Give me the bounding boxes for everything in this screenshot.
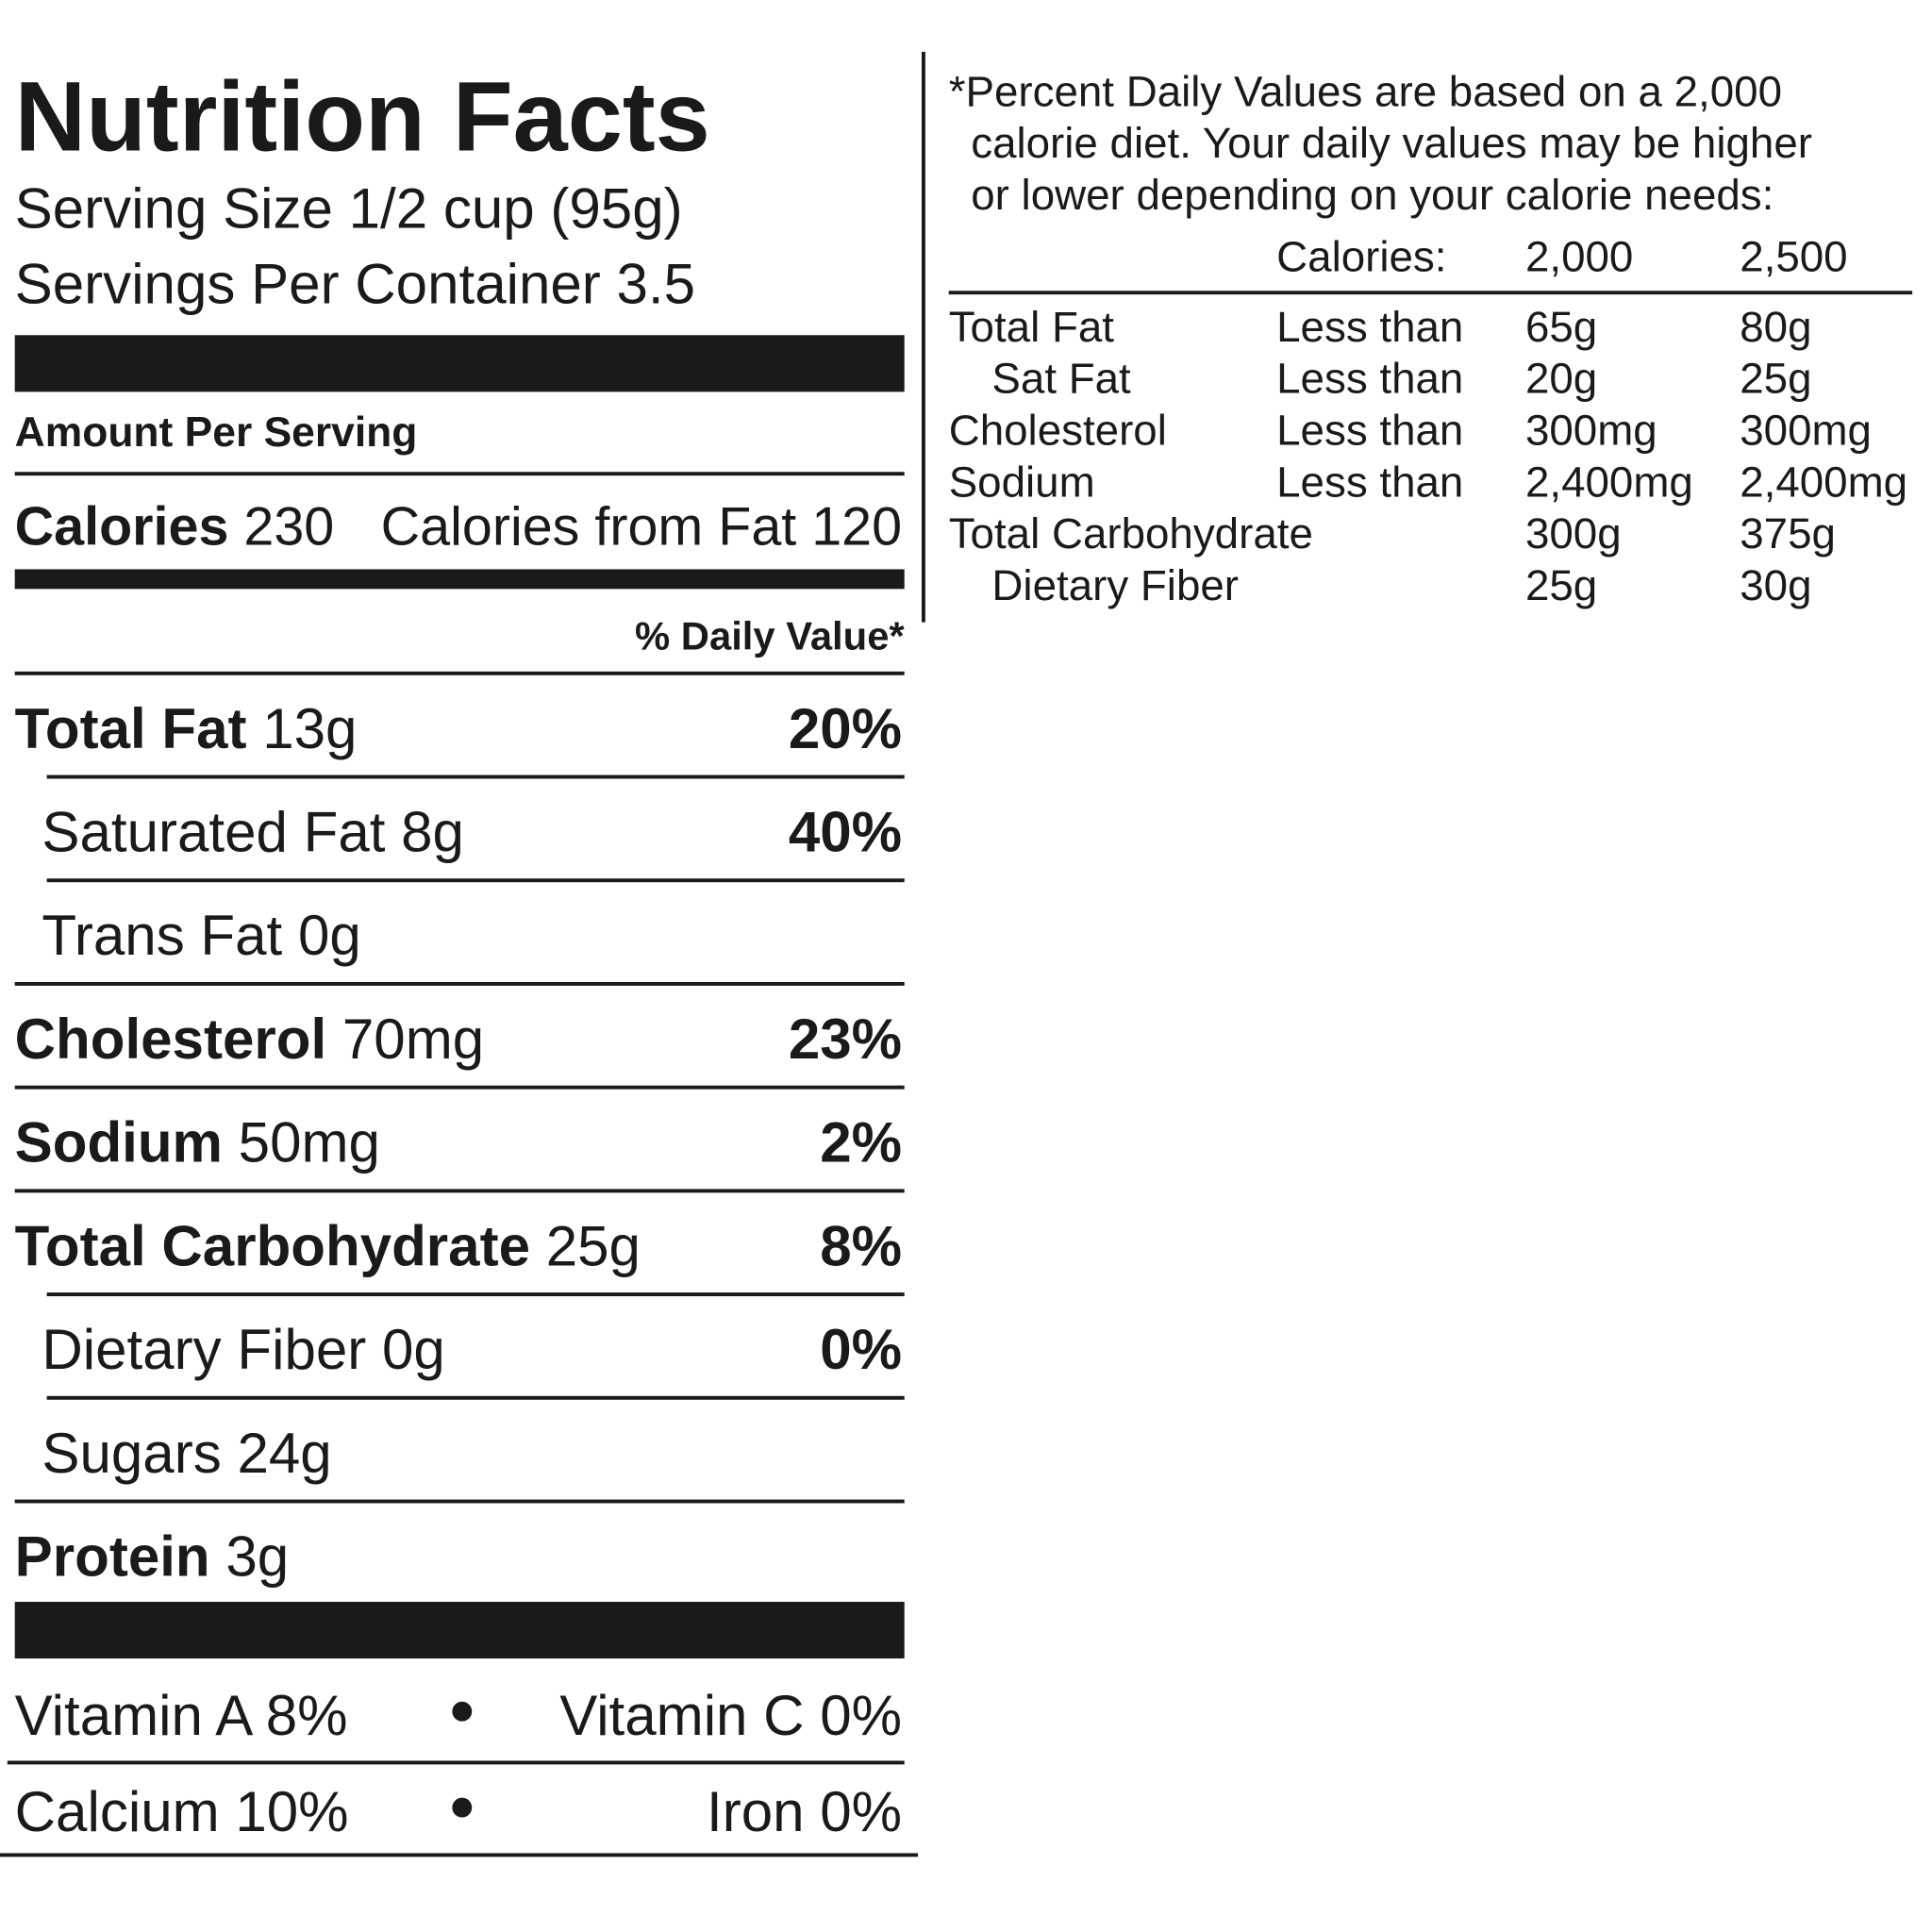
limit-2000: 25g	[1525, 561, 1597, 609]
footnote-text: *Percent Daily Values are based on a 2,0…	[949, 67, 1782, 115]
thick-bar	[14, 1601, 905, 1659]
rule	[14, 1499, 905, 1504]
vitamin: Vitamin C 0%	[559, 1684, 902, 1747]
divider	[921, 51, 925, 623]
title: Nutrition Facts	[15, 61, 710, 172]
medium-bar	[14, 569, 905, 590]
nutrient-amount: 25g	[546, 1214, 641, 1277]
nutrient-amount: 70mg	[342, 1008, 484, 1071]
daily-value: 0%	[820, 1318, 902, 1381]
footnote: *Percent Daily Values are based on a 2,0…	[949, 67, 1907, 609]
footnote-label: Total Carbohydrate	[949, 509, 1313, 558]
nutrient-amount: 50mg	[239, 1111, 380, 1174]
nutrient-label: Sugars	[42, 1422, 221, 1485]
limit-2500: 375g	[1740, 509, 1836, 558]
footnote-label: Sat Fat	[991, 355, 1131, 403]
nutrient-label: Sodium	[15, 1111, 223, 1174]
footnote-text: or lower depending on your calorie needs…	[971, 171, 1774, 219]
rule	[14, 671, 905, 675]
nutrient-amount: 0g	[382, 1318, 445, 1381]
footnote-label: Total Fat	[949, 303, 1115, 351]
nutrient: Trans Fat 0g	[42, 904, 360, 967]
rule	[948, 291, 1913, 295]
limit-2500: 300mg	[1740, 407, 1872, 455]
qualifier: Less than	[1276, 355, 1463, 403]
servings-per-container: Servings Per Container 3.5	[15, 252, 695, 315]
nutrient-amount: 0g	[298, 904, 361, 967]
column-header: 2,000	[1525, 232, 1633, 280]
rule	[14, 1085, 905, 1090]
thick-bar	[14, 335, 905, 392]
limit-2000: 65g	[1525, 303, 1597, 351]
limit-2500: 25g	[1740, 355, 1811, 403]
qualifier: Less than	[1276, 407, 1463, 455]
qualifier: Less than	[1276, 458, 1463, 506]
rule	[14, 1189, 905, 1193]
calories-value: 230	[243, 496, 334, 557]
limit-2000: 300mg	[1525, 407, 1657, 455]
serving-size: Serving Size 1/2 cup (95g)	[15, 177, 683, 241]
nutrient: Sodium 50mg	[15, 1111, 380, 1174]
nutrient: Total Fat 13g	[15, 697, 358, 760]
rule	[46, 774, 905, 779]
rule	[7, 1760, 905, 1765]
nutrient: Dietary Fiber 0g	[42, 1318, 444, 1381]
daily-value: 8%	[820, 1214, 902, 1277]
nutrient-label: Saturated Fat	[42, 801, 385, 864]
nutrient: Total Carbohydrate 25g	[15, 1214, 641, 1277]
nutrient: Protein 3g	[15, 1525, 290, 1589]
column-header: 2,500	[1740, 232, 1847, 280]
vitamin: Vitamin A 8%	[15, 1684, 348, 1747]
limit-2500: 80g	[1740, 303, 1811, 351]
rule	[46, 1292, 905, 1297]
rule	[46, 878, 905, 883]
daily-value: 2%	[820, 1111, 902, 1174]
footnote-label: Dietary Fiber	[991, 561, 1239, 609]
bullet	[452, 1701, 473, 1722]
amount-per-serving: Amount Per Serving	[15, 409, 418, 456]
nutrient-amount: 3g	[225, 1525, 289, 1589]
nutrient-label: Total Fat	[15, 697, 247, 760]
daily-value: 20%	[789, 697, 902, 760]
bullet	[452, 1797, 473, 1818]
daily-value-header: % Daily Value*	[635, 613, 905, 658]
vitamins: Vitamin A 8% Vitamin C 0% Calcium 10% Iron …	[15, 1684, 902, 1843]
nutrient-label: Protein	[15, 1525, 210, 1589]
limit-2000: 300g	[1525, 509, 1622, 558]
limit-2000: 2,400mg	[1525, 458, 1693, 506]
daily-value: 23%	[789, 1008, 902, 1071]
nutrient-amount: 8g	[401, 801, 464, 864]
calories-from-fat: Calories from Fat 120	[381, 496, 902, 557]
nutrient-rows: Total Fat 13g 20% Saturated Fat 8g 40% Trans…	[14, 671, 905, 1589]
nutrient-label: Cholesterol	[15, 1008, 327, 1071]
vitamin: Calcium 10%	[15, 1780, 349, 1843]
limit-2000: 20g	[1525, 355, 1597, 403]
footnote-label: Sodium	[949, 458, 1095, 506]
limit-2500: 30g	[1740, 561, 1811, 609]
footnote-text: calorie diet. Your daily values may be h…	[971, 119, 1812, 167]
qualifier: Less than	[1276, 303, 1463, 351]
vitamin: Iron 0%	[707, 1780, 902, 1843]
nutrient-label: Trans Fat	[42, 904, 282, 967]
rule	[46, 1395, 905, 1400]
daily-value: 40%	[789, 801, 902, 864]
rule	[0, 1853, 919, 1857]
rule	[14, 981, 905, 986]
limit-2500: 2,400mg	[1740, 458, 1907, 506]
nutrient: Saturated Fat 8g	[42, 801, 464, 864]
nutrient-label: Total Carbohydrate	[15, 1214, 530, 1277]
nutrient: Cholesterol 70mg	[15, 1008, 485, 1071]
footnote-label: Cholesterol	[949, 407, 1167, 455]
rule	[14, 472, 905, 476]
nutrient-label: Dietary Fiber	[42, 1318, 366, 1381]
calories-label: Calories	[15, 496, 229, 557]
nutrient: Sugars 24g	[42, 1422, 331, 1485]
calories: Calories 230	[15, 496, 335, 557]
nutrient-amount: 24g	[237, 1422, 331, 1485]
nutrient-amount: 13g	[262, 697, 357, 760]
column-header: Calories:	[1276, 232, 1446, 280]
